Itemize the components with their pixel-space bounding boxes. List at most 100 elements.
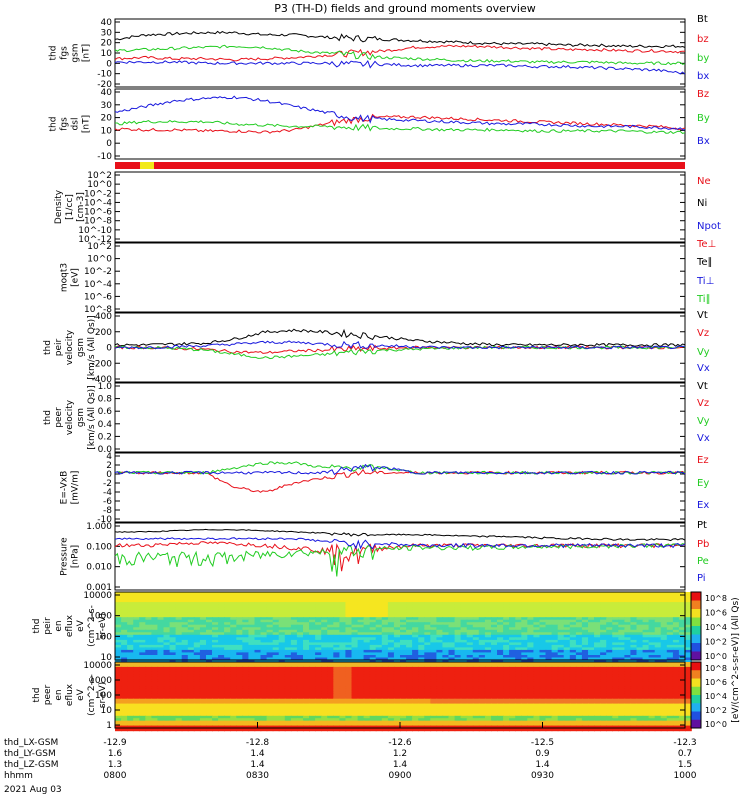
spectrogram-cell — [206, 647, 213, 651]
spectrogram-cell — [406, 609, 413, 613]
spectrogram-cell — [575, 701, 583, 705]
spectrogram-cell — [666, 662, 674, 666]
spectrogram-cell — [581, 602, 589, 606]
spectrogram-cell — [557, 649, 565, 654]
spectrogram-cell — [588, 708, 595, 712]
spectrogram-cell — [460, 599, 468, 603]
spectrogram-cell — [472, 627, 480, 631]
spectrogram-cell — [642, 655, 650, 659]
spectrogram-cell — [575, 637, 583, 641]
spectrogram-cell — [551, 627, 559, 631]
spectrogram-cell — [400, 652, 407, 656]
spectrogram-cell — [169, 674, 177, 678]
spectrogram-cell — [509, 706, 516, 710]
spectrogram-cell — [430, 679, 438, 683]
spectrogram-cell — [381, 614, 389, 618]
spectrogram-cell — [266, 599, 274, 603]
spectrogram-cell — [181, 597, 189, 601]
spectrogram-cell — [260, 701, 268, 705]
spectrogram-cell — [594, 708, 601, 712]
spectrogram-cell — [181, 644, 189, 649]
spectrogram-cell — [278, 710, 286, 715]
spectrogram-cell — [224, 599, 231, 603]
spectrogram-cell — [181, 647, 189, 651]
spectrogram-cell — [660, 634, 668, 638]
spectrogram-cell — [303, 679, 310, 683]
spectrogram-cell — [393, 691, 401, 695]
spectrogram-cell — [212, 688, 219, 693]
spectrogram-cell — [527, 686, 535, 690]
spectrogram-cell — [133, 655, 140, 659]
spectrogram-cell — [230, 649, 237, 654]
spectrogram-cell — [133, 681, 140, 685]
spectrogram-cell — [533, 662, 541, 666]
spectrogram-cell — [685, 693, 692, 697]
y-axis-label: eflux — [65, 614, 75, 637]
spectrogram-cell — [163, 686, 171, 690]
spectrogram-cell — [393, 629, 401, 633]
spectrogram-cell — [497, 624, 504, 628]
spectrogram-cell — [163, 609, 171, 613]
spectrogram-cell — [248, 639, 256, 644]
spectrogram-cell — [648, 597, 656, 601]
spectrogram-cell — [381, 629, 389, 633]
spectrogram-cell — [339, 612, 347, 616]
spectrogram-cell — [442, 708, 450, 712]
spectrogram-cell — [193, 609, 201, 613]
spectrogram-cell — [400, 664, 407, 668]
spectrogram-cell — [594, 691, 601, 695]
spectrogram-cell — [539, 627, 547, 631]
spectrogram-cell — [460, 710, 468, 715]
series-line-Bx — [114, 95, 685, 131]
y-axis-label: fgs — [60, 46, 70, 60]
spectrogram-cell — [618, 652, 626, 656]
spectrogram-cell — [357, 706, 365, 710]
spectrogram-cell — [121, 679, 128, 683]
spectrogram-cell — [630, 609, 638, 613]
spectrogram-cell — [594, 676, 601, 680]
spectrogram-cell — [551, 607, 559, 611]
spectrogram-cell — [278, 679, 286, 683]
spectrogram-cell — [509, 681, 516, 685]
spectrogram-cell — [563, 701, 571, 705]
spectrogram-cell — [472, 696, 480, 700]
spectrogram-cell — [624, 688, 632, 693]
spectrogram-cell — [588, 703, 595, 707]
spectrogram-cell — [400, 617, 407, 621]
spectrogram-cell — [175, 713, 183, 717]
spectrogram-cell — [533, 644, 541, 649]
spectrogram-cell — [187, 652, 195, 656]
spectrogram-cell — [315, 597, 322, 601]
spectrogram-cell — [206, 607, 213, 611]
spectrogram-cell — [630, 619, 638, 623]
spectrogram-cell — [551, 664, 559, 668]
spectrogram-cell — [472, 713, 480, 717]
spectrogram-cell — [369, 666, 377, 671]
spectrogram-cell — [515, 655, 522, 659]
spectrogram-cell — [345, 655, 353, 659]
spectrogram-cell — [581, 710, 589, 715]
spectrogram-cell — [260, 676, 268, 680]
spectrogram-cell — [315, 666, 322, 671]
spectrogram-cell — [248, 698, 256, 702]
spectrogram-cell — [430, 592, 438, 596]
spectrogram-cell — [612, 604, 619, 608]
spectrogram-cell — [357, 686, 365, 690]
spectrogram-cell — [127, 592, 134, 596]
spectrogram-cell — [181, 688, 189, 693]
spectrogram-cell — [248, 679, 256, 683]
spectrogram-cell — [412, 706, 419, 710]
spectrogram-cell — [685, 647, 692, 651]
spectrogram-cell — [636, 662, 644, 666]
spectrogram-cell — [678, 674, 686, 678]
spectrogram-cell — [145, 632, 153, 636]
spectrogram-cell — [303, 632, 310, 636]
spectrogram-cell — [654, 657, 662, 661]
spectrogram-cell — [363, 644, 371, 649]
spectrogram-cell — [218, 681, 225, 685]
spectrogram-cell — [418, 597, 425, 601]
spectrogram-cell — [503, 703, 510, 707]
spectrogram-cell — [357, 637, 365, 641]
spectrogram-cell — [672, 691, 680, 695]
